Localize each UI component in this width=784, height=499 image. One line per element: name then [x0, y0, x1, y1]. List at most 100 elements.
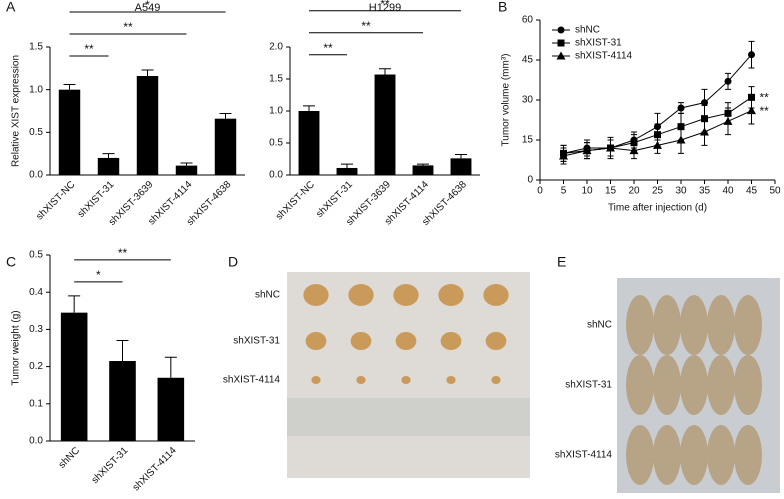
chart-title: A549	[135, 2, 161, 14]
bar	[412, 165, 434, 175]
legend-marker	[557, 39, 565, 47]
y-tick-label: 0.4	[29, 287, 43, 298]
bar	[450, 158, 472, 175]
panel-label: C	[6, 254, 16, 270]
x-tick-label: 35	[699, 186, 711, 197]
x-tick-label: shNC	[57, 445, 82, 470]
mouse	[707, 295, 735, 355]
mouse	[734, 425, 762, 485]
x-tick-label: 25	[652, 186, 664, 197]
y-tick-label: 0.2	[29, 361, 43, 372]
significance-label: **	[84, 42, 94, 56]
x-tick-label: shXIST-31	[90, 445, 131, 486]
mouse	[734, 295, 762, 355]
significance-label: **	[760, 104, 770, 118]
y-tick-label: 0.5	[269, 138, 283, 149]
mouse	[680, 355, 708, 415]
significance-label: *	[145, 0, 150, 12]
significance-label: **	[118, 246, 128, 260]
row-label: shNC	[255, 290, 280, 301]
error-bar	[379, 68, 391, 75]
marker	[724, 77, 732, 85]
significance-label: **	[760, 91, 770, 105]
x-tick-label: 30	[675, 186, 687, 197]
error-bar	[164, 356, 177, 378]
tumor	[440, 332, 462, 350]
bar	[58, 89, 81, 175]
error-bar	[141, 69, 154, 77]
error-bar	[303, 105, 315, 111]
bar	[336, 167, 358, 175]
marker	[606, 143, 615, 152]
marker	[677, 104, 685, 112]
y-tick-label: 0	[527, 175, 533, 186]
row-label: shNC	[587, 320, 612, 331]
y-tick-label: 0.3	[29, 324, 43, 335]
x-tick-label: shXIST-4114	[131, 445, 179, 493]
x-tick-label: shXIST-31	[314, 179, 355, 220]
y-tick-label: 1.5	[29, 42, 43, 53]
marker	[676, 135, 686, 144]
y-tick-label: 2.0	[269, 42, 283, 53]
bar	[136, 76, 159, 175]
mouse	[680, 295, 708, 355]
tumor	[348, 284, 374, 306]
significance-label: **	[380, 0, 390, 11]
x-tick-label: 5	[561, 186, 567, 197]
tumor	[350, 332, 372, 350]
x-tick-label: 10	[581, 186, 593, 197]
y-tick-label: 1.0	[29, 84, 43, 95]
x-tick-label: 40	[722, 186, 734, 197]
x-tick-label: shXIST-31	[76, 179, 117, 220]
error-bar	[219, 113, 232, 119]
tumor	[485, 332, 507, 350]
photo-d	[287, 272, 530, 478]
panel-label: A	[6, 0, 16, 15]
panel-label: B	[498, 0, 507, 15]
y-tick-label: 0.5	[29, 250, 43, 261]
tumor	[483, 284, 509, 306]
y-tick-label: 0.0	[29, 436, 43, 447]
bar	[97, 157, 120, 175]
marker	[701, 99, 708, 107]
y-tick-label: 0.0	[269, 170, 283, 181]
significance-label: *	[96, 268, 101, 282]
marker	[700, 127, 709, 136]
error-bar	[68, 295, 81, 313]
error-bar	[102, 153, 115, 158]
panel-label: E	[557, 254, 566, 270]
tumor	[491, 376, 501, 384]
row-label: shXIST-4114	[223, 375, 281, 386]
error-bar	[63, 84, 76, 90]
tumor	[393, 284, 419, 306]
x-axis-label: Time after injection (d)	[608, 203, 707, 214]
bar	[175, 165, 198, 175]
y-tick-label: 1.0	[269, 106, 283, 117]
bar	[157, 377, 185, 441]
legend-label: shNC	[575, 25, 600, 36]
photo-background	[287, 272, 530, 478]
mouse	[707, 355, 735, 415]
row-label: shXIST-31	[233, 336, 280, 347]
tumor	[305, 332, 327, 350]
panel-label: D	[228, 254, 238, 270]
row-label: shXIST-31	[565, 380, 612, 391]
y-tick-label: 60	[522, 15, 534, 26]
y-axis-label: Relative XIST expression	[11, 55, 22, 167]
tumor	[438, 284, 464, 306]
x-tick-label: 0	[537, 186, 543, 197]
y-tick-label: 0.0	[29, 170, 43, 181]
mouse	[626, 425, 654, 485]
error-bar	[180, 162, 193, 166]
marker	[653, 140, 662, 149]
x-tick-label: 20	[628, 186, 640, 197]
error-bar	[417, 163, 429, 166]
mouse	[707, 425, 735, 485]
bar	[109, 361, 136, 441]
bar	[298, 111, 320, 175]
x-tick-label: 45	[746, 186, 758, 197]
legend-label: shXIST-31	[575, 38, 622, 49]
y-axis-label: Tumor weight (g)	[11, 310, 22, 385]
marker	[582, 146, 592, 155]
